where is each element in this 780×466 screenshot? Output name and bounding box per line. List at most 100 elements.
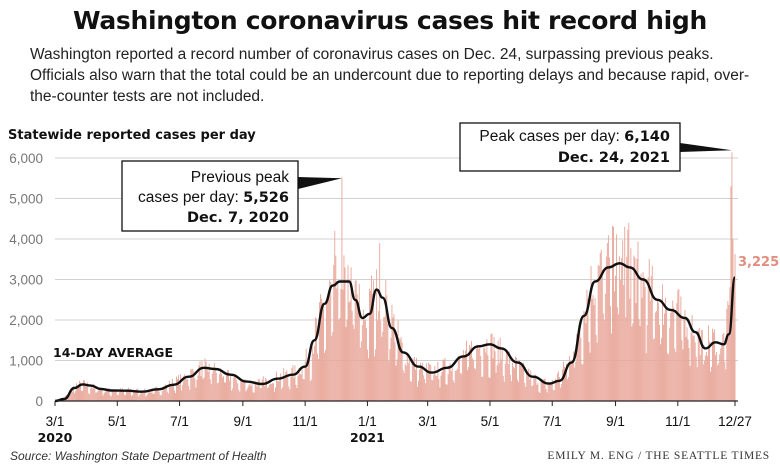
daily-bar [532,385,534,401]
daily-bar [693,335,695,401]
daily-bar [354,280,356,401]
daily-bar [544,378,546,401]
daily-bar [103,393,105,401]
daily-bar [627,229,629,401]
daily-bar [733,281,735,401]
daily-bar [545,389,547,401]
daily-bar [100,388,102,401]
daily-bar [401,342,403,401]
daily-bar [129,390,130,401]
x-tick-label: 5/1 [481,414,500,429]
daily-bar [308,359,310,401]
daily-bar [631,326,633,401]
daily-bar [433,374,435,401]
daily-bar [373,280,375,401]
daily-bar [584,311,586,401]
daily-bar [599,252,601,401]
daily-bar [456,368,458,401]
daily-bar [144,388,146,401]
daily-bar [632,323,634,401]
daily-bar [67,397,69,401]
daily-bar [602,313,604,401]
daily-bar [243,381,245,401]
daily-bar [122,389,124,401]
x-tick-label: 7/1 [170,414,189,429]
daily-bar [333,264,335,401]
daily-bar [624,226,626,401]
daily-bar [89,394,91,401]
daily-bar [84,380,86,401]
daily-bar [469,344,470,401]
daily-bar [643,277,645,401]
daily-bar [438,379,440,401]
daily-bar [90,387,92,401]
daily-bar [80,382,81,401]
daily-bar [147,393,149,401]
daily-bar [652,339,654,401]
daily-bar [712,328,713,401]
daily-bar [187,378,189,401]
daily-bar [571,359,573,401]
daily-bar [496,365,498,401]
daily-bar [581,363,583,401]
daily-bar [107,389,109,401]
daily-bar [543,378,545,401]
daily-bar [145,396,147,401]
daily-bar [494,351,496,401]
daily-bar [678,288,680,401]
daily-bar [71,391,73,401]
daily-bar [396,359,398,401]
daily-bar [143,393,145,401]
daily-bar [375,349,377,401]
daily-bar [666,308,668,401]
daily-bar [263,386,265,401]
daily-bar [134,391,136,401]
daily-bar [481,376,483,401]
daily-bar [691,315,693,401]
daily-bar [490,334,492,401]
daily-bar [444,358,446,401]
daily-bar [367,358,369,401]
daily-bar [320,294,321,401]
daily-bar [327,298,329,401]
daily-bar [443,360,445,401]
daily-bar [214,369,216,401]
daily-bar [258,378,260,401]
daily-bar [572,360,574,401]
daily-bar [385,280,387,401]
daily-bar [87,382,89,401]
daily-bar [383,317,385,401]
daily-bar [657,302,659,401]
daily-bar [730,186,732,401]
daily-bar [510,381,512,401]
daily-bar [653,338,655,401]
daily-bar [601,269,603,401]
daily-bar [180,374,182,401]
daily-bar [304,361,306,401]
daily-bar [280,373,282,401]
daily-bar [623,285,625,401]
daily-bar [633,255,635,401]
daily-bar [725,369,727,401]
daily-bar [398,337,400,401]
daily-bar [159,394,161,401]
daily-bar [567,379,569,401]
daily-bar [213,363,215,401]
daily-bar [526,369,528,401]
daily-bar [488,377,490,401]
daily-bar [609,306,611,401]
daily-bar [403,372,405,401]
y-tick-label: 2,000 [9,313,43,328]
daily-bar [132,394,134,401]
daily-bar [249,382,251,401]
daily-bar [303,379,305,401]
daily-bar [155,386,157,401]
daily-bar [115,391,117,401]
daily-bar [322,302,323,401]
daily-bar [237,383,239,401]
daily-bar [694,342,696,401]
daily-bar [478,349,480,401]
daily-bar [512,366,514,401]
daily-bar [207,371,209,401]
daily-bar [419,369,420,401]
